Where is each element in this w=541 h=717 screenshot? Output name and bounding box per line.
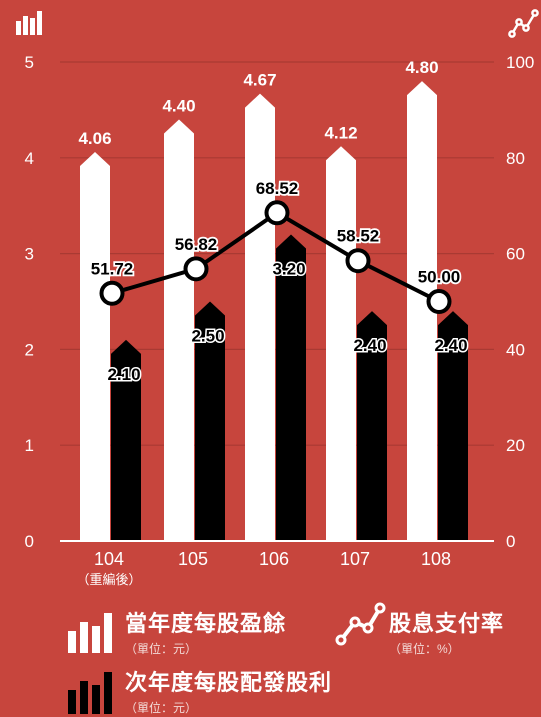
x-tick-label: 104 — [94, 549, 124, 569]
x-tick-note: （重編後） — [76, 572, 141, 587]
legend-dividend-unit: （單位：元） — [125, 701, 198, 715]
dividend-bar — [195, 301, 225, 541]
dividend-bar — [438, 311, 468, 541]
legend-dividend-title: 次年度每股配發股利 — [125, 670, 333, 695]
axes: 0 1 2 3 4 5 0 20 40 60 80 100 104 （重編後） 105 106 107 108 — [25, 53, 535, 587]
left-tick-label: 2 — [25, 340, 34, 359]
payout-point — [99, 280, 125, 306]
right-tick-label: 100 — [506, 53, 534, 72]
x-tick-label: 105 — [178, 549, 208, 569]
right-tick-label: 0 — [506, 532, 515, 551]
payout-line-layer — [99, 200, 452, 314]
bar-chart-icon — [16, 11, 42, 35]
payout-point — [183, 256, 209, 282]
legend-dividend: 次年度每股配發股利 （單位：元） — [125, 665, 332, 716]
legend-eps-title: 當年度每股盈餘 — [125, 611, 287, 636]
eps-value-label: 4.12 — [324, 123, 357, 142]
line-chart-icon — [508, 9, 539, 38]
left-tick-label: 4 — [25, 149, 34, 168]
legend-eps-unit: （單位：元） — [125, 642, 198, 656]
right-tick-label: 80 — [506, 149, 525, 168]
left-tick-label: 5 — [25, 53, 34, 72]
left-tick-label: 1 — [25, 436, 34, 455]
eps-bars — [80, 81, 437, 541]
payout-legend-icon — [335, 602, 386, 646]
eps-bar — [80, 152, 110, 541]
dividend-bar — [111, 339, 141, 541]
dividend-legend-icon — [68, 672, 112, 714]
payout-value-label: 50.00 — [418, 268, 461, 287]
payout-value-label: 68.52 — [256, 179, 299, 198]
legend-payout: 股息支付率 （單位：%） — [389, 606, 504, 657]
payout-line — [111, 210, 440, 304]
payout-value-label: 56.82 — [175, 235, 218, 254]
payout-point — [264, 200, 290, 226]
x-tick-label: 108 — [421, 549, 451, 569]
eps-bar — [164, 119, 194, 541]
x-tick-label: 107 — [340, 549, 370, 569]
left-tick-label: 0 — [25, 532, 34, 551]
payout-value-label: 58.52 — [337, 227, 380, 246]
dividend-bars — [111, 234, 468, 541]
dividend-value-label: 2.40 — [434, 336, 467, 355]
dividend-value-label: 2.40 — [353, 336, 386, 355]
right-tick-label: 40 — [506, 340, 525, 359]
dividend-value-label: 2.10 — [107, 365, 140, 384]
eps-value-label: 4.80 — [405, 58, 438, 77]
eps-bar — [326, 146, 356, 541]
eps-value-label: 4.06 — [78, 129, 111, 148]
eps-bar — [245, 93, 275, 541]
eps-value-label: 4.40 — [162, 96, 195, 115]
data-labels: 4.06 4.40 4.67 4.12 4.80 2.10 2.50 3.20 2.40 2.40… — [78, 58, 469, 385]
eps-legend-icon — [68, 613, 112, 653]
left-tick-label: 3 — [25, 245, 34, 264]
dividend-bar — [357, 311, 387, 541]
dividend-value-label: 2.50 — [191, 327, 224, 346]
dividend-bar — [276, 234, 306, 541]
right-tick-label: 20 — [506, 436, 525, 455]
legend-eps: 當年度每股盈餘 （單位：元） — [125, 606, 286, 657]
legend-payout-title: 股息支付率 — [389, 611, 505, 636]
payout-point — [426, 289, 452, 314]
eps-value-label: 4.67 — [243, 71, 276, 90]
x-tick-label: 106 — [259, 549, 289, 569]
payout-value-label: 51.72 — [91, 259, 134, 278]
right-tick-label: 60 — [506, 245, 525, 264]
legend-payout-unit: （單位：%） — [389, 642, 460, 656]
eps-bar — [407, 81, 437, 541]
dividend-value-label: 3.20 — [272, 259, 305, 278]
payout-point — [345, 248, 371, 274]
